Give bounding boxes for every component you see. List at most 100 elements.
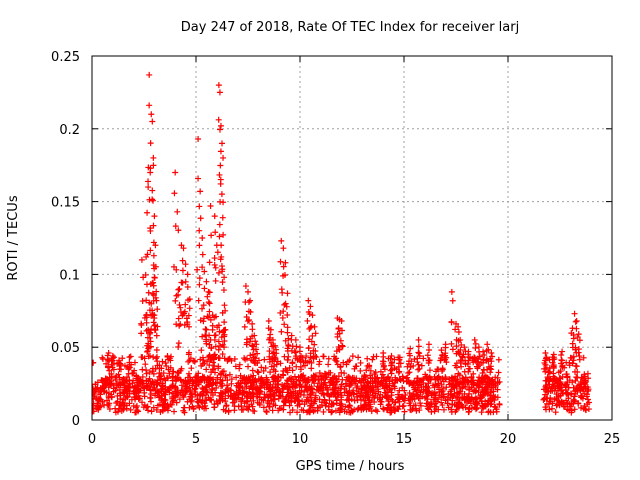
- data-point: [242, 356, 249, 363]
- data-point: [218, 334, 225, 341]
- data-point: [157, 380, 164, 387]
- data-point: [247, 308, 254, 315]
- data-point: [126, 364, 133, 371]
- data-point: [209, 385, 216, 392]
- data-point: [458, 341, 465, 348]
- data-point: [308, 323, 315, 330]
- data-point: [494, 386, 501, 393]
- data-point: [286, 402, 293, 409]
- data-point: [574, 334, 581, 341]
- data-point: [571, 310, 578, 317]
- data-point: [272, 368, 279, 375]
- data-point: [334, 333, 341, 340]
- data-point: [203, 383, 210, 390]
- data-point: [215, 346, 222, 353]
- data-point: [573, 325, 580, 332]
- data-point: [194, 266, 201, 273]
- data-point: [201, 285, 208, 292]
- data-point: [199, 333, 206, 340]
- data-point: [479, 403, 486, 410]
- data-point: [152, 263, 159, 270]
- data-point: [542, 404, 549, 411]
- data-point: [559, 348, 566, 355]
- data-point: [364, 379, 371, 386]
- data-point: [147, 338, 154, 345]
- data-point: [199, 354, 206, 361]
- data-point: [316, 384, 323, 391]
- data-point: [305, 297, 312, 304]
- data-point: [109, 355, 116, 362]
- data-point: [442, 344, 449, 351]
- data-point: [114, 408, 121, 415]
- data-point: [345, 404, 352, 411]
- data-point: [483, 347, 490, 354]
- data-point: [181, 308, 188, 315]
- data-point: [351, 397, 358, 404]
- data-point: [337, 385, 344, 392]
- data-point: [151, 274, 158, 281]
- data-point: [260, 404, 267, 411]
- data-point: [425, 357, 432, 364]
- data-point: [405, 370, 412, 377]
- data-point: [451, 383, 458, 390]
- data-point: [217, 122, 224, 129]
- data-point: [101, 388, 108, 395]
- data-point: [143, 312, 150, 319]
- data-point: [212, 229, 219, 236]
- data-point: [421, 395, 428, 402]
- data-point: [185, 358, 192, 365]
- data-point: [451, 401, 458, 408]
- data-point: [431, 403, 438, 410]
- data-point: [317, 387, 324, 394]
- data-point: [297, 363, 304, 370]
- data-point: [416, 407, 423, 414]
- data-point: [145, 178, 152, 185]
- data-point: [567, 403, 574, 410]
- data-point: [245, 406, 252, 413]
- data-point: [315, 404, 322, 411]
- data-point: [219, 397, 226, 404]
- data-point: [367, 388, 374, 395]
- data-point: [172, 223, 179, 230]
- data-point: [355, 388, 362, 395]
- data-point: [202, 332, 209, 339]
- data-point: [477, 395, 484, 402]
- data-point: [121, 382, 128, 389]
- data-point: [306, 311, 313, 318]
- data-point: [262, 365, 269, 372]
- data-point: [220, 199, 227, 206]
- data-point: [404, 363, 411, 370]
- data-point: [173, 399, 180, 406]
- data-point: [150, 282, 157, 289]
- data-point: [249, 320, 256, 327]
- data-point: [372, 380, 379, 387]
- data-point: [252, 376, 259, 383]
- x-tick-label: 25: [604, 432, 621, 447]
- data-point: [273, 350, 280, 357]
- data-point: [455, 323, 462, 330]
- data-point: [233, 374, 240, 381]
- data-point: [150, 154, 157, 161]
- data-point: [147, 343, 154, 350]
- data-point: [558, 400, 565, 407]
- data-point: [326, 382, 333, 389]
- data-point: [166, 370, 173, 377]
- data-point: [199, 384, 206, 391]
- data-point: [420, 388, 427, 395]
- data-point: [128, 396, 135, 403]
- data-point: [204, 313, 211, 320]
- data-point: [219, 382, 226, 389]
- data-point: [225, 407, 232, 414]
- data-point: [309, 312, 316, 319]
- data-point: [333, 376, 340, 383]
- data-point: [305, 344, 312, 351]
- data-point: [146, 334, 153, 341]
- data-point: [471, 354, 478, 361]
- data-point: [145, 289, 152, 296]
- data-point: [372, 390, 379, 397]
- data-point: [165, 375, 172, 382]
- data-point: [284, 377, 291, 384]
- data-point: [308, 365, 315, 372]
- data-point: [203, 366, 210, 373]
- data-point: [185, 370, 192, 377]
